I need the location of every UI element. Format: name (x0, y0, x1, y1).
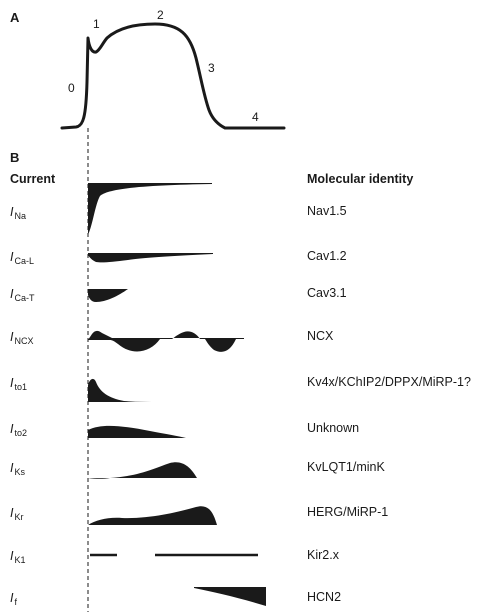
current-subscript: to2 (14, 428, 27, 438)
current-subscript: Na (14, 211, 26, 221)
identity-label-k1: Kir2.x (307, 548, 340, 562)
iks-waveform (88, 462, 197, 479)
current-subscript: NCX (14, 336, 33, 346)
current-label-ca-t: ICa-T (10, 287, 35, 303)
current-symbol: I (10, 461, 14, 475)
current-symbol: I (10, 287, 14, 301)
current-subscript: Ca-T (14, 293, 35, 303)
current-label-ks: IKs (10, 461, 25, 477)
ica-l-waveform (88, 253, 213, 263)
action-potential-trace (60, 22, 286, 130)
current-label-f: If (10, 591, 17, 607)
current-symbol: I (10, 591, 14, 605)
current-label-to2: Ito2 (10, 422, 27, 438)
panel-b-label: B (10, 150, 19, 165)
current-label-ca-l: ICa-L (10, 250, 34, 266)
current-symbol: I (10, 376, 14, 390)
incx-waveform (88, 330, 244, 352)
current-label-ncx: INCX (10, 330, 34, 346)
current-symbol: I (10, 506, 14, 520)
identity-label-to1: Kv4x/KChIP2/DPPX/MiRP-1? (307, 375, 471, 389)
phase-3-label: 3 (208, 61, 215, 75)
ica-t-waveform (88, 289, 128, 302)
phase-1-label: 1 (93, 17, 100, 31)
ikr-waveform (88, 506, 217, 525)
phase-4-label: 4 (252, 110, 259, 124)
identity-label-to2: Unknown (307, 421, 359, 435)
identity-column-header: Molecular identity (307, 172, 413, 186)
current-label-to1: Ito1 (10, 376, 27, 392)
if-waveform (194, 587, 266, 606)
phase-0-label: 0 (68, 81, 75, 95)
current-subscript: Ca-L (14, 256, 34, 266)
current-symbol: I (10, 205, 14, 219)
identity-label-ca-l: Cav1.2 (307, 249, 347, 263)
current-subscript: f (14, 597, 17, 607)
phase-2-label: 2 (157, 8, 164, 22)
identity-label-f: HCN2 (307, 590, 341, 604)
identity-label-ca-t: Cav3.1 (307, 286, 347, 300)
identity-label-kr: HERG/MiRP-1 (307, 505, 388, 519)
current-subscript: Ks (14, 467, 25, 477)
current-symbol: I (10, 549, 14, 563)
panel-a-label: A (10, 10, 20, 25)
current-label-na: INa (10, 205, 26, 221)
current-label-kr: IKr (10, 506, 23, 522)
current-label-k1: IK1 (10, 549, 26, 565)
ito2-waveform (88, 425, 186, 438)
identity-label-ks: KvLQT1/minK (307, 460, 385, 474)
ina-waveform (88, 183, 212, 235)
identity-labels: Nav1.5 Cav1.2 Cav3.1 NCX Kv4x/KChIP2/DPPX/Mi… (307, 204, 471, 604)
current-subscript: K1 (14, 555, 25, 565)
current-subscript: Kr (14, 512, 23, 522)
current-subscript: to1 (14, 382, 27, 392)
ito1-waveform (88, 378, 160, 402)
current-symbol: I (10, 330, 14, 344)
identity-label-na: Nav1.5 (307, 204, 347, 218)
current-column-header: Current (10, 172, 56, 186)
current-symbol: I (10, 250, 14, 264)
current-symbol: I (10, 422, 14, 436)
identity-label-ncx: NCX (307, 329, 334, 343)
